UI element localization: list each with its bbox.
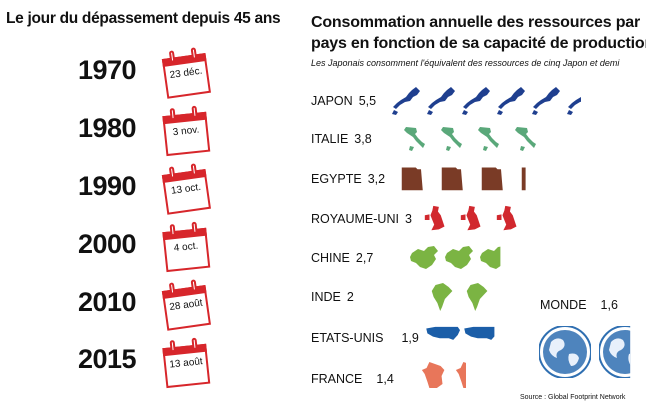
country-name: JAPON	[311, 94, 353, 108]
country-value: 3	[404, 212, 412, 226]
country-name: INDE	[311, 290, 341, 304]
country-value: 5,5	[358, 94, 377, 108]
country-label: FRANCE 1,4	[311, 372, 394, 386]
country-value: 2	[346, 290, 354, 304]
country-name: ETATS-UNIS	[311, 331, 384, 345]
country-label: INDE 2	[311, 290, 354, 304]
source-note: Source : Global Footprint Network	[520, 394, 626, 401]
country-value: 1,9	[401, 331, 419, 345]
year-2000: 2000	[78, 229, 137, 259]
etats-unis-map-icon	[426, 326, 460, 340]
italie-map-icon	[515, 127, 536, 151]
country-name: EGYPTE	[311, 172, 362, 186]
egypte-map-icon	[481, 167, 503, 191]
country-name: CHINE	[311, 251, 350, 265]
france-map-icon	[421, 362, 445, 388]
italie-map-icon	[441, 127, 462, 151]
country-value: 2,7	[355, 251, 374, 265]
chart-title: Consommation annuelle des ressources par…	[311, 12, 646, 54]
year-2010: 2010	[78, 287, 137, 317]
year-1970: 1970	[78, 55, 137, 85]
country-label: ROYAUME-UNI 3	[311, 212, 412, 226]
italie-map-icon	[404, 127, 425, 151]
chine-map-icon	[410, 246, 438, 269]
etats-unis-map-icon	[464, 326, 495, 340]
country-value: 3,8	[354, 132, 372, 146]
world-value: 1,6	[600, 298, 618, 312]
world-label: MONDE 1,6	[540, 298, 618, 312]
egypte-map-icon	[401, 167, 423, 191]
italie-map-icon	[478, 127, 499, 151]
country-name: FRANCE	[311, 372, 363, 386]
inde-map-icon	[431, 283, 453, 311]
year-2015: 2015	[78, 344, 137, 374]
chine-map-icon	[445, 246, 473, 269]
royaume-uni-map-icon	[496, 205, 517, 231]
country-label: CHINE 2,7	[311, 251, 373, 265]
egypte-map-icon	[521, 167, 526, 191]
japon-map-icon	[567, 97, 581, 115]
royaume-uni-map-icon	[460, 205, 481, 231]
japon-map-icon	[532, 87, 560, 115]
japon-map-icon	[497, 87, 525, 115]
egypte-map-icon	[441, 167, 463, 191]
chart-title-line-2: pays en fonction de sa capacité de produ…	[311, 35, 646, 52]
japon-map-icon	[462, 87, 490, 115]
country-name: ROYAUME-UNI	[311, 212, 399, 226]
globe-icon	[599, 326, 631, 378]
country-label: ETATS-UNIS 1,9	[311, 331, 419, 345]
globe-icon	[539, 326, 591, 378]
left-title: Le jour du dépassement depuis 45 ans	[6, 10, 281, 27]
country-label: ITALIE 3,8	[311, 132, 372, 146]
royaume-uni-map-icon	[424, 205, 445, 231]
year-1990: 1990	[78, 171, 137, 201]
country-value: 1,4	[376, 372, 394, 386]
japon-map-icon	[427, 87, 455, 115]
japon-map-icon	[392, 87, 420, 115]
chine-map-icon	[480, 246, 501, 269]
country-name: ITALIE	[311, 132, 349, 146]
country-label: EGYPTE 3,2	[311, 172, 385, 186]
inde-map-icon	[466, 283, 488, 311]
chart-subtitle: Les Japonais consomment l'équivalent des…	[311, 58, 620, 68]
world-name: MONDE	[540, 298, 587, 312]
year-1980: 1980	[78, 113, 137, 143]
france-map-icon	[455, 362, 467, 388]
chart-title-line-1: Consommation annuelle des ressources par	[311, 14, 640, 31]
country-label: JAPON 5,5	[311, 94, 376, 108]
country-value: 3,2	[367, 172, 386, 186]
